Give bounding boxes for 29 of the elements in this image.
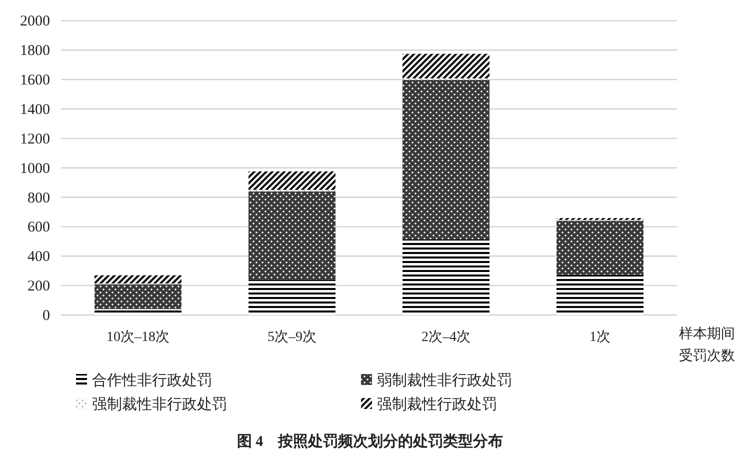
y-tick-label: 1000	[20, 160, 50, 177]
y-tick-label: 1400	[20, 102, 50, 118]
y-tick-label: 200	[28, 278, 50, 295]
bar	[94, 309, 182, 315]
bar	[402, 54, 490, 78]
x-tick-label: 2次–4次	[422, 329, 470, 345]
text: 图 4 按照处罚频次划分的处罚类型分布	[236, 433, 504, 450]
y-tick-label: 2000	[20, 14, 50, 30]
legend-label: 强制裁性行政处罚	[377, 396, 497, 413]
bar	[94, 284, 182, 310]
y-tick-label: 1600	[20, 72, 50, 89]
legend-label: 合作性非行政处罚	[92, 372, 212, 389]
y-tick-label: 0	[42, 308, 50, 324]
bar	[556, 220, 644, 275]
bar	[248, 191, 336, 280]
legend-label: 弱制裁性非行政处罚	[377, 372, 512, 389]
y-tick-label: 400	[28, 249, 50, 266]
x-tick-label: 5次–9次	[268, 329, 316, 345]
y-tick-label: 600	[28, 220, 50, 236]
legend-label: 强制裁性非行政处罚	[92, 396, 227, 413]
bar	[402, 80, 490, 240]
y-tick-label: 1200	[20, 131, 50, 148]
y-tick-label: 800	[28, 190, 50, 206]
x-tick-label: 10次–18次	[106, 329, 170, 345]
x-tick-label: 1次	[590, 329, 610, 345]
bar	[94, 275, 182, 284]
x-axis-title: 样本期间受罚次数	[679, 326, 735, 364]
bar	[248, 171, 336, 190]
y-tick-label: 1800	[20, 43, 50, 60]
